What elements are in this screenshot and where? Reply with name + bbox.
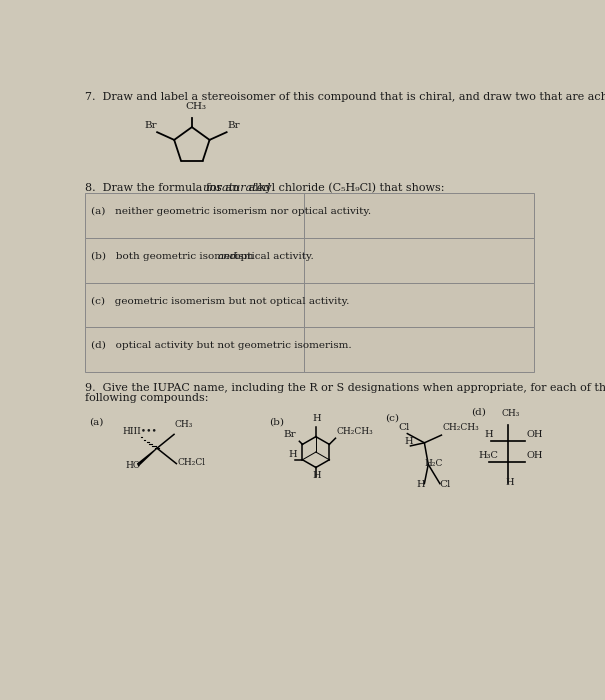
Text: (a): (a) <box>90 417 104 426</box>
Text: Cl: Cl <box>440 480 451 489</box>
Text: HO: HO <box>125 461 140 470</box>
Bar <box>304 238 534 283</box>
Text: CH₃: CH₃ <box>186 102 207 111</box>
Text: (c)   geometric isomerism but not optical activity.: (c) geometric isomerism but not optical … <box>91 297 350 306</box>
Text: Br: Br <box>284 430 296 439</box>
Text: H: H <box>417 480 425 489</box>
Bar <box>304 328 534 372</box>
Text: following compounds:: following compounds: <box>85 393 209 402</box>
Polygon shape <box>137 447 157 467</box>
Bar <box>304 193 534 238</box>
Text: H: H <box>313 471 321 480</box>
Text: H: H <box>485 430 494 439</box>
Text: H₂C: H₂C <box>424 459 443 468</box>
Text: (b)   both geometric isomerism: (b) both geometric isomerism <box>91 252 257 261</box>
Text: H₃C: H₃C <box>479 452 499 460</box>
Text: CH₃: CH₃ <box>175 420 193 428</box>
Text: OH: OH <box>527 452 543 460</box>
Text: HIII•••: HIII••• <box>123 427 158 436</box>
Text: (a)   neither geometric isomerism nor optical activity.: (a) neither geometric isomerism nor opti… <box>91 207 371 216</box>
Text: Cl: Cl <box>399 423 410 432</box>
Text: CH₃: CH₃ <box>502 409 520 418</box>
Text: OH: OH <box>527 430 543 439</box>
Text: 7.  Draw and label a stereoisomer of this compound that is chiral, and draw two : 7. Draw and label a stereoisomer of this… <box>85 92 605 102</box>
Text: H: H <box>505 478 514 487</box>
Text: CH₂CH₃: CH₂CH₃ <box>442 424 479 433</box>
Text: (d): (d) <box>471 407 486 416</box>
Bar <box>85 193 304 238</box>
Text: (c): (c) <box>385 414 400 423</box>
Text: alkyl chloride (C₅H₉Cl) that shows:: alkyl chloride (C₅H₉Cl) that shows: <box>246 183 445 193</box>
Text: H: H <box>289 449 297 459</box>
Bar <box>304 283 534 328</box>
Text: CH₂Cl: CH₂Cl <box>178 458 206 467</box>
Text: CH₂CH₃: CH₂CH₃ <box>336 426 373 435</box>
Bar <box>85 328 304 372</box>
Text: Br: Br <box>227 121 240 130</box>
Text: 9.  Give the IUPAC name, including the R or S designations when appropriate, for: 9. Give the IUPAC name, including the R … <box>85 383 605 393</box>
Text: H: H <box>313 414 321 424</box>
Text: (b): (b) <box>269 417 284 426</box>
Text: H: H <box>404 438 413 447</box>
Bar <box>85 283 304 328</box>
Bar <box>85 238 304 283</box>
Text: 8.  Draw the formula for an: 8. Draw the formula for an <box>85 183 243 193</box>
Text: (d)   optical activity but not geometric isomerism.: (d) optical activity but not geometric i… <box>91 341 352 350</box>
Text: optical activity.: optical activity. <box>231 252 314 261</box>
Text: and: and <box>217 252 237 261</box>
Text: unsaturated: unsaturated <box>203 183 271 193</box>
Text: Br: Br <box>145 121 157 130</box>
